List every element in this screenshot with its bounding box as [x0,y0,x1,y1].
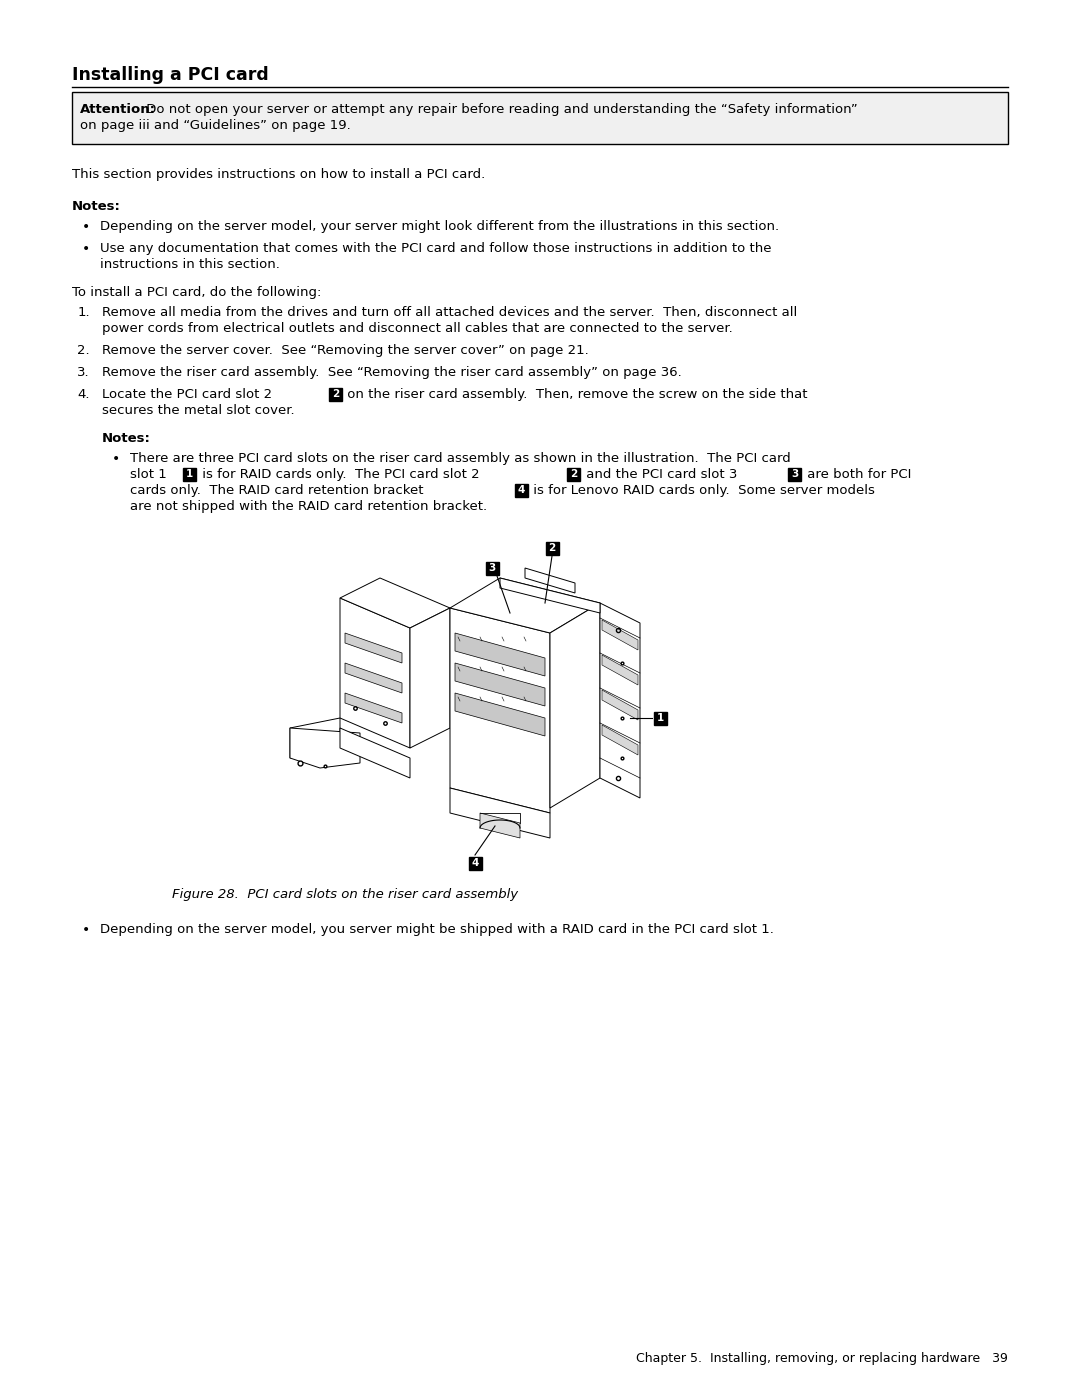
Text: Depending on the server model, you server might be shipped with a RAID card in t: Depending on the server model, you serve… [100,923,774,936]
Text: 1.: 1. [78,306,90,319]
Text: slot 1: slot 1 [130,468,171,481]
Text: 2: 2 [570,469,578,479]
Text: and the PCI card slot 3: and the PCI card slot 3 [582,468,741,481]
Text: Chapter 5.  Installing, removing, or replacing hardware   39: Chapter 5. Installing, removing, or repl… [636,1352,1008,1365]
Text: Figure 28.  PCI card slots on the riser card assembly: Figure 28. PCI card slots on the riser c… [172,888,518,901]
Text: •: • [82,219,90,235]
Text: cards only.  The RAID card retention bracket: cards only. The RAID card retention brac… [130,483,428,497]
Polygon shape [340,728,410,778]
Polygon shape [455,693,545,736]
Polygon shape [602,690,638,719]
Text: is for RAID cards only.  The PCI card slot 2: is for RAID cards only. The PCI card slo… [198,468,484,481]
Text: 4: 4 [471,858,478,868]
FancyBboxPatch shape [184,468,197,481]
Polygon shape [450,788,550,838]
Text: 3.: 3. [78,366,90,379]
Text: Attention:: Attention: [80,103,156,116]
Text: 3: 3 [792,469,798,479]
Text: Locate the PCI card slot 2: Locate the PCI card slot 2 [102,388,276,401]
Polygon shape [600,604,640,798]
Text: secures the metal slot cover.: secures the metal slot cover. [102,404,295,416]
Polygon shape [291,718,340,759]
Text: Installing a PCI card: Installing a PCI card [72,66,269,84]
Text: There are three PCI card slots on the riser card assembly as shown in the illust: There are three PCI card slots on the ri… [130,453,791,465]
Polygon shape [345,664,402,693]
Text: 3: 3 [488,563,496,573]
Text: on page iii and “Guidelines” on page 19.: on page iii and “Guidelines” on page 19. [80,119,351,131]
Text: Notes:: Notes: [72,200,121,212]
FancyBboxPatch shape [788,468,801,481]
FancyBboxPatch shape [469,856,482,869]
Polygon shape [602,725,638,754]
FancyBboxPatch shape [328,387,341,401]
Text: power cords from electrical outlets and disconnect all cables that are connected: power cords from electrical outlets and … [102,321,732,335]
Text: 4: 4 [517,485,525,495]
Text: Notes:: Notes: [102,432,151,446]
Polygon shape [340,578,450,629]
Text: 2: 2 [332,388,339,400]
Text: Remove the riser card assembly.  See “Removing the riser card assembly” on page : Remove the riser card assembly. See “Rem… [102,366,681,379]
Polygon shape [340,598,410,747]
Text: This section provides instructions on how to install a PCI card.: This section provides instructions on ho… [72,168,485,182]
Text: Remove all media from the drives and turn off all attached devices and the serve: Remove all media from the drives and tur… [102,306,797,319]
Text: •: • [82,242,90,256]
Text: 2: 2 [549,543,555,553]
Text: are not shipped with the RAID card retention bracket.: are not shipped with the RAID card reten… [130,500,487,513]
Polygon shape [345,633,402,664]
FancyBboxPatch shape [545,542,558,555]
Text: are both for PCI: are both for PCI [802,468,912,481]
FancyBboxPatch shape [515,483,528,496]
Polygon shape [455,664,545,705]
Polygon shape [602,655,638,685]
FancyBboxPatch shape [486,562,499,574]
Polygon shape [500,578,600,613]
FancyBboxPatch shape [72,92,1008,144]
Text: •: • [112,453,120,467]
Polygon shape [480,813,519,838]
Polygon shape [291,728,360,768]
Polygon shape [410,608,450,747]
Text: 1: 1 [657,712,663,724]
Polygon shape [550,604,600,807]
Text: Use any documentation that comes with the PCI card and follow those instructions: Use any documentation that comes with th… [100,242,771,256]
Text: instructions in this section.: instructions in this section. [100,258,280,271]
FancyBboxPatch shape [567,468,580,481]
Text: 1: 1 [186,469,193,479]
Text: Do not open your server or attempt any repair before reading and understanding t: Do not open your server or attempt any r… [141,103,858,116]
Text: is for Lenovo RAID cards only.  Some server models: is for Lenovo RAID cards only. Some serv… [529,483,875,497]
Polygon shape [450,608,550,813]
Polygon shape [450,578,600,633]
Text: •: • [82,923,90,937]
Text: To install a PCI card, do the following:: To install a PCI card, do the following: [72,286,322,299]
Text: Depending on the server model, your server might look different from the illustr: Depending on the server model, your serv… [100,219,779,233]
Polygon shape [345,693,402,724]
FancyBboxPatch shape [653,711,666,725]
Polygon shape [525,569,575,592]
Text: 2.: 2. [78,344,90,358]
Text: on the riser card assembly.  Then, remove the screw on the side that: on the riser card assembly. Then, remove… [343,388,808,401]
Polygon shape [602,620,638,650]
Polygon shape [455,633,545,676]
Text: Remove the server cover.  See “Removing the server cover” on page 21.: Remove the server cover. See “Removing t… [102,344,589,358]
Text: 4.: 4. [78,388,90,401]
